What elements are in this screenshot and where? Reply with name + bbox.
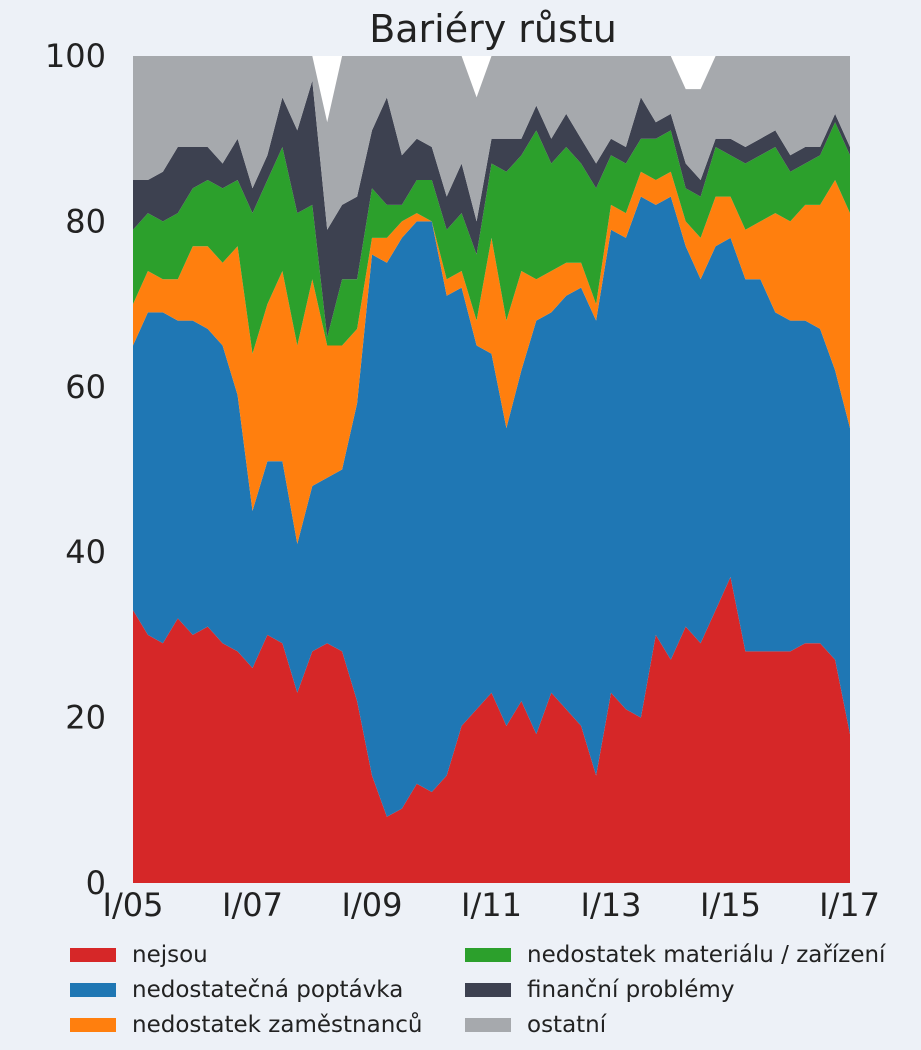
legend-label: ostatní	[527, 1012, 607, 1038]
legend-label: nedostatečná poptávka	[132, 977, 404, 1003]
legend-label: nedostatek zaměstnanců	[132, 1012, 423, 1038]
y-axis: 0 20 40 60 80 100	[45, 37, 106, 902]
legend-swatch	[70, 983, 116, 997]
series-area-5	[133, 56, 850, 230]
legend-label: nedostatek materiálu / zařízení	[527, 942, 886, 968]
series-area-1	[133, 196, 850, 817]
x-tick-label: I/17	[819, 886, 880, 924]
legend-label: finanční problémy	[527, 977, 735, 1003]
series-area-0	[133, 577, 850, 883]
series-area-3	[133, 122, 850, 354]
y-tick-label: 40	[65, 533, 106, 571]
legend-swatch	[465, 948, 511, 962]
y-tick-label: 100	[45, 37, 106, 75]
y-tick-label: 80	[65, 202, 106, 240]
legend: nejsou nedostatečná poptávka nedostatek za…	[0, 938, 921, 1048]
legend-item: ostatní	[465, 1010, 606, 1040]
x-tick-label: I/09	[342, 886, 403, 924]
series-area-2	[133, 171, 850, 544]
legend-label: nejsou	[132, 942, 208, 968]
y-tick-label: 0	[86, 864, 106, 902]
x-tick-label: I/11	[461, 886, 522, 924]
series-area-4	[133, 80, 850, 338]
legend-swatch	[465, 1018, 511, 1032]
y-tick-label: 60	[65, 368, 106, 406]
x-tick-label: I/13	[581, 886, 642, 924]
area-layer	[133, 56, 850, 883]
x-tick-label: I/15	[700, 886, 761, 924]
legend-item: nedostatečná poptávka	[70, 975, 403, 1005]
legend-swatch	[70, 948, 116, 962]
legend-item: nedostatek zaměstnanců	[70, 1010, 423, 1040]
x-tick-label: I/05	[103, 886, 164, 924]
x-tick-label: I/07	[222, 886, 283, 924]
legend-swatch	[465, 983, 511, 997]
legend-item: finanční problémy	[465, 975, 734, 1005]
y-tick-label: 20	[65, 699, 106, 737]
x-axis: I/05 I/07 I/09 I/11 I/13 I/15 I/17	[103, 886, 880, 924]
legend-item: nedostatek materiálu / zařízení	[465, 940, 885, 970]
chart: 0 20 40 60 80 100 I/05 I/07 I/09 I/11 I/13 I/15 I/1…	[45, 7, 880, 924]
legend-swatch	[70, 1018, 116, 1032]
chart-title: Bariéry růstu	[369, 7, 617, 51]
legend-item: nejsou	[70, 940, 208, 970]
